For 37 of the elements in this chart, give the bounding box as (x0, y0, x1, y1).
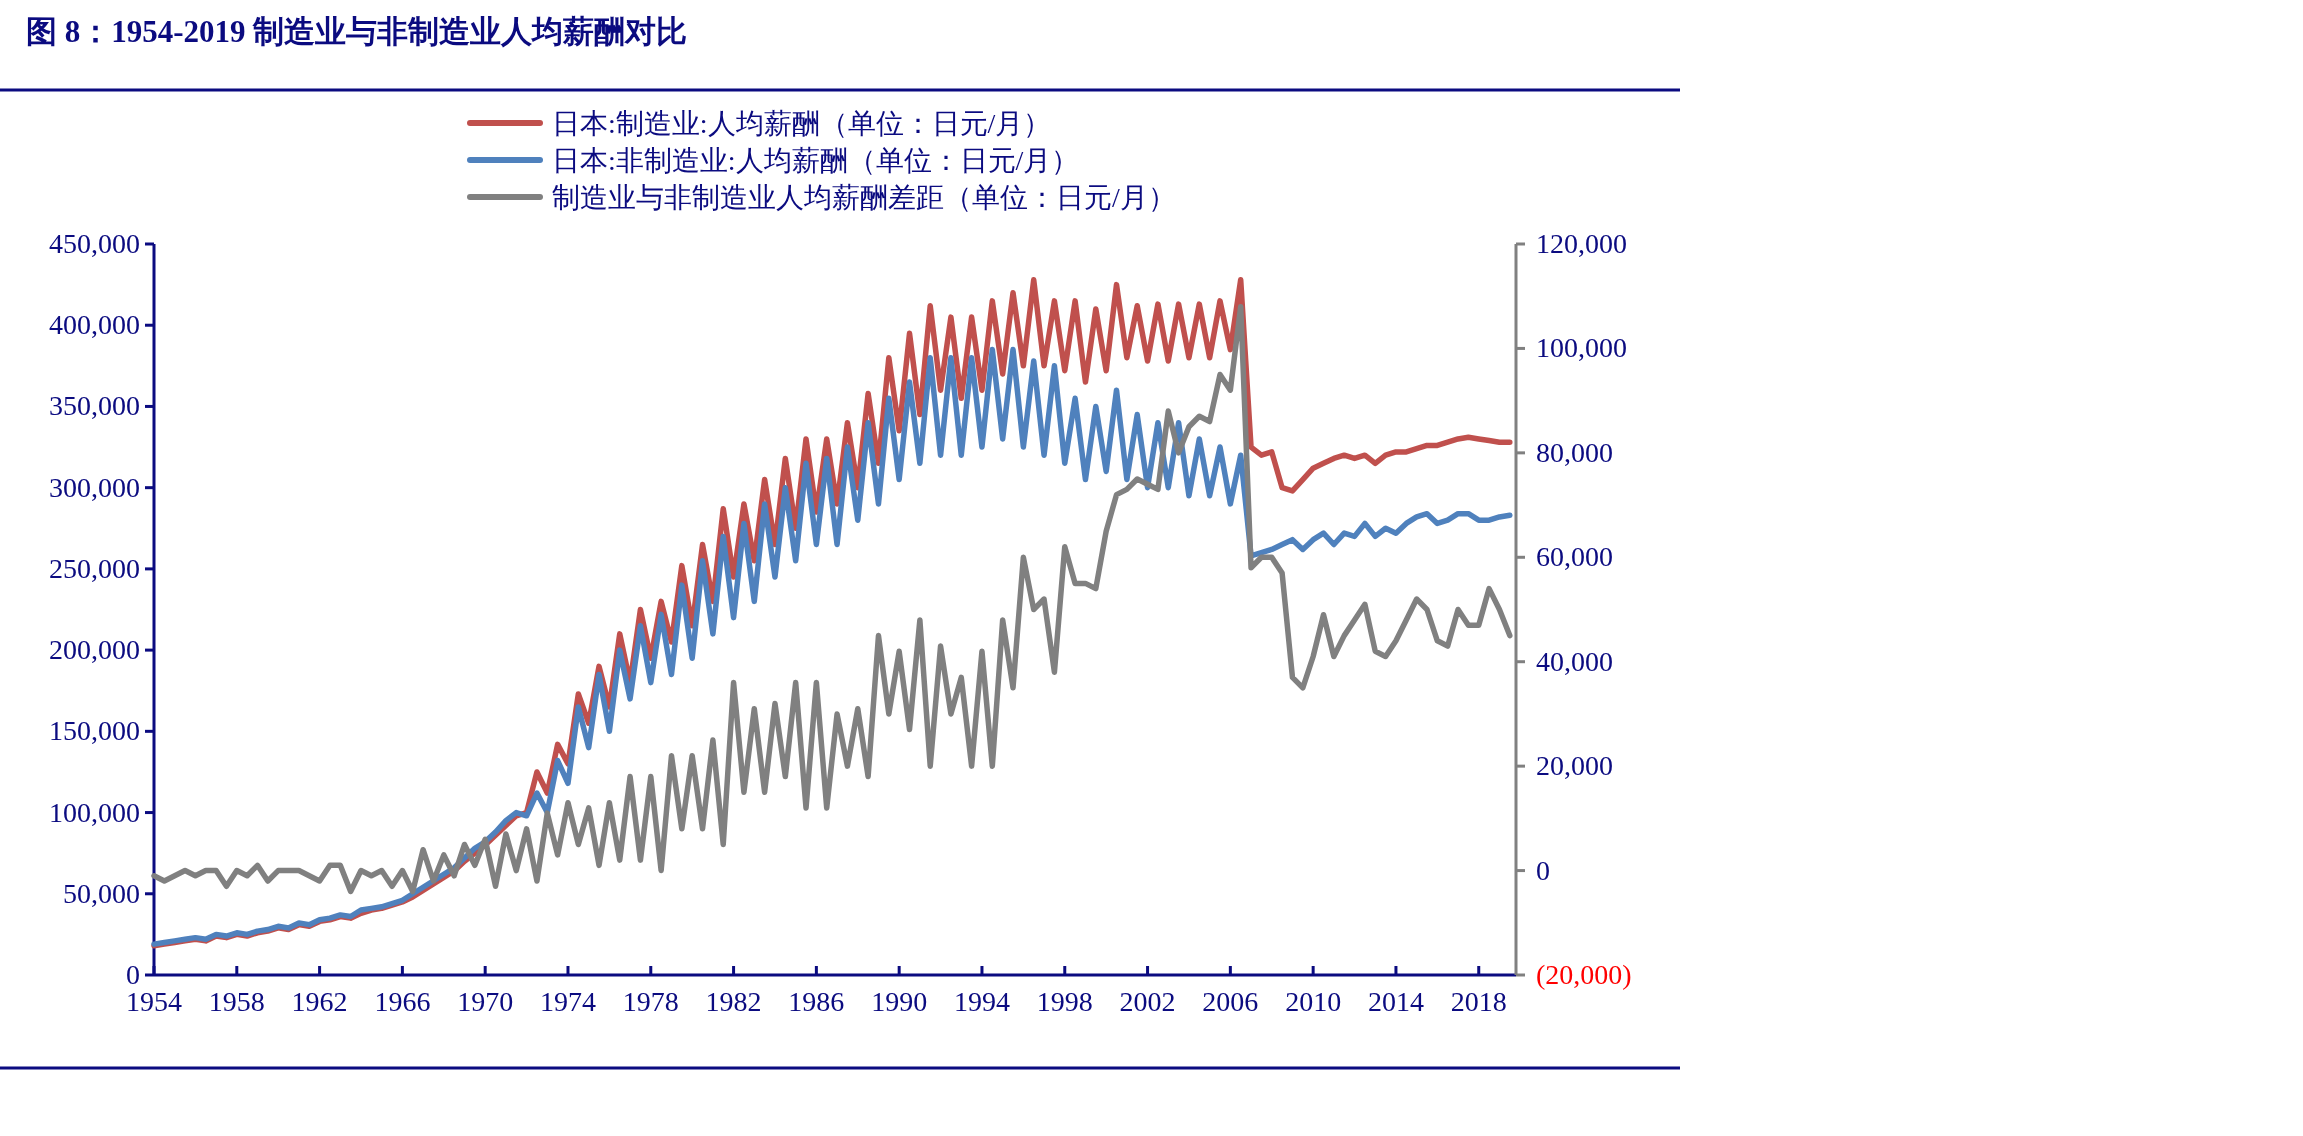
y-tick-label: 150,000 (49, 715, 140, 747)
chart-title: 图 8：1954-2019 制造业与非制造业人均薪酬对比 (26, 14, 688, 49)
y2-tick-label: 80,000 (1536, 436, 1613, 468)
legend-label: 日本:非制造业:人均薪酬（单位：日元/月） (552, 145, 1080, 176)
y-tick-label: 400,000 (49, 309, 140, 341)
x-tick-label: 1962 (291, 986, 348, 1017)
x-tick-label: 1986 (788, 986, 845, 1017)
x-tick-label: 1982 (705, 986, 762, 1017)
y2-tick-label: (20,000) (1536, 959, 1632, 990)
x-tick-label: 2002 (1119, 986, 1176, 1017)
y-tick-label: 450,000 (49, 228, 140, 259)
x-tick-label: 1966 (374, 986, 431, 1017)
x-tick-label: 1998 (1036, 986, 1093, 1017)
x-tick-label: 1978 (622, 986, 679, 1017)
x-tick-label: 2006 (1202, 986, 1259, 1017)
y-tick-label: 250,000 (49, 552, 140, 584)
x-tick-label: 1994 (953, 986, 1010, 1017)
legend-label: 制造业与非制造业人均薪酬差距（单位：日元/月） (552, 182, 1176, 213)
y-tick-label: 200,000 (49, 634, 140, 666)
legend-label: 日本:制造业:人均薪酬（单位：日元/月） (552, 108, 1052, 139)
x-tick-label: 1990 (871, 986, 928, 1017)
y2-tick-label: 0 (1536, 854, 1550, 886)
x-tick-label: 1958 (208, 986, 265, 1017)
y2-tick-label: 20,000 (1536, 750, 1613, 782)
x-tick-label: 1974 (539, 986, 596, 1017)
x-tick-label: 2010 (1285, 986, 1342, 1017)
y2-tick-label: 100,000 (1536, 332, 1627, 364)
y2-tick-label: 120,000 (1536, 228, 1627, 259)
y2-tick-label: 60,000 (1536, 541, 1613, 573)
x-tick-label: 2014 (1367, 986, 1424, 1017)
y-tick-label: 350,000 (49, 390, 140, 422)
y-tick-label: 300,000 (49, 471, 140, 503)
y-tick-label: 100,000 (49, 796, 140, 828)
y2-tick-label: 40,000 (1536, 645, 1613, 677)
x-tick-label: 1970 (457, 986, 514, 1017)
x-tick-label: 2018 (1450, 986, 1507, 1017)
y-tick-label: 50,000 (63, 877, 140, 909)
